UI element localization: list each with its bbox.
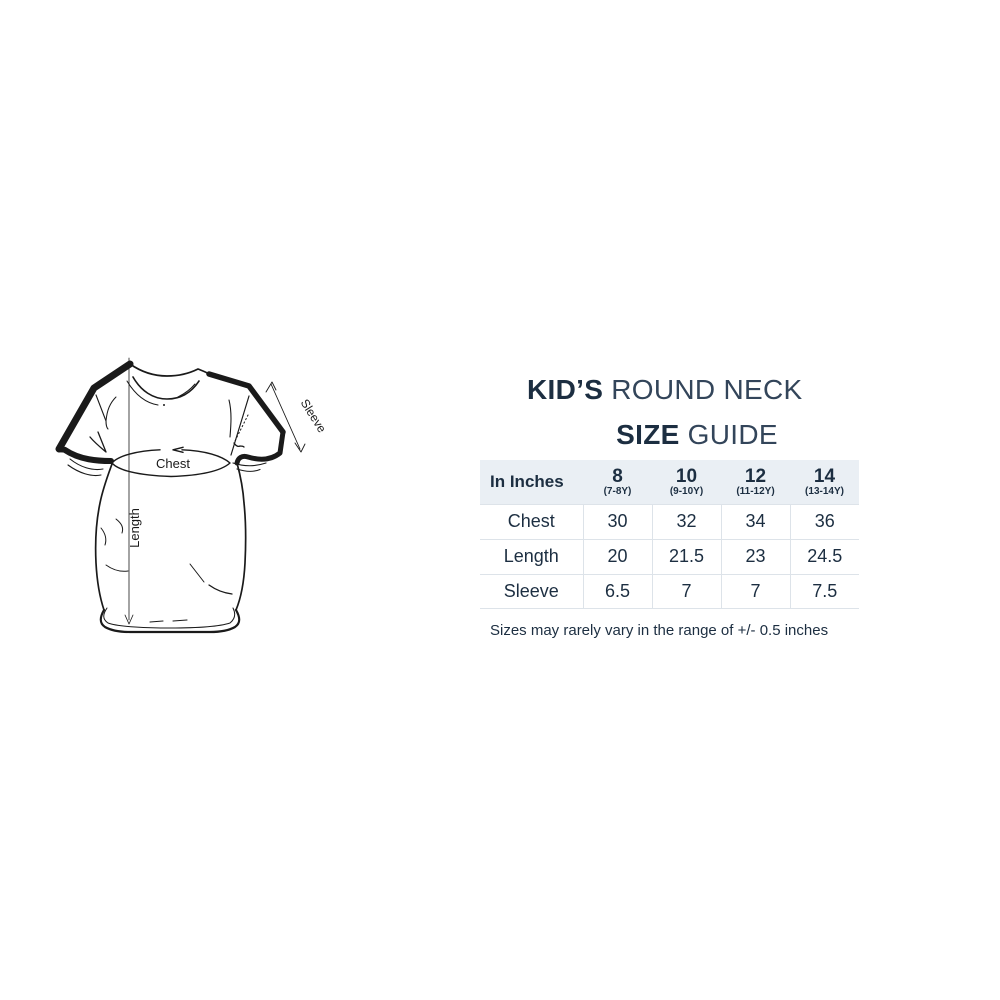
svg-text:Chest: Chest [156,456,190,471]
svg-text:Sleeve: Sleeve [298,397,329,436]
svg-text:Length: Length [127,508,142,548]
